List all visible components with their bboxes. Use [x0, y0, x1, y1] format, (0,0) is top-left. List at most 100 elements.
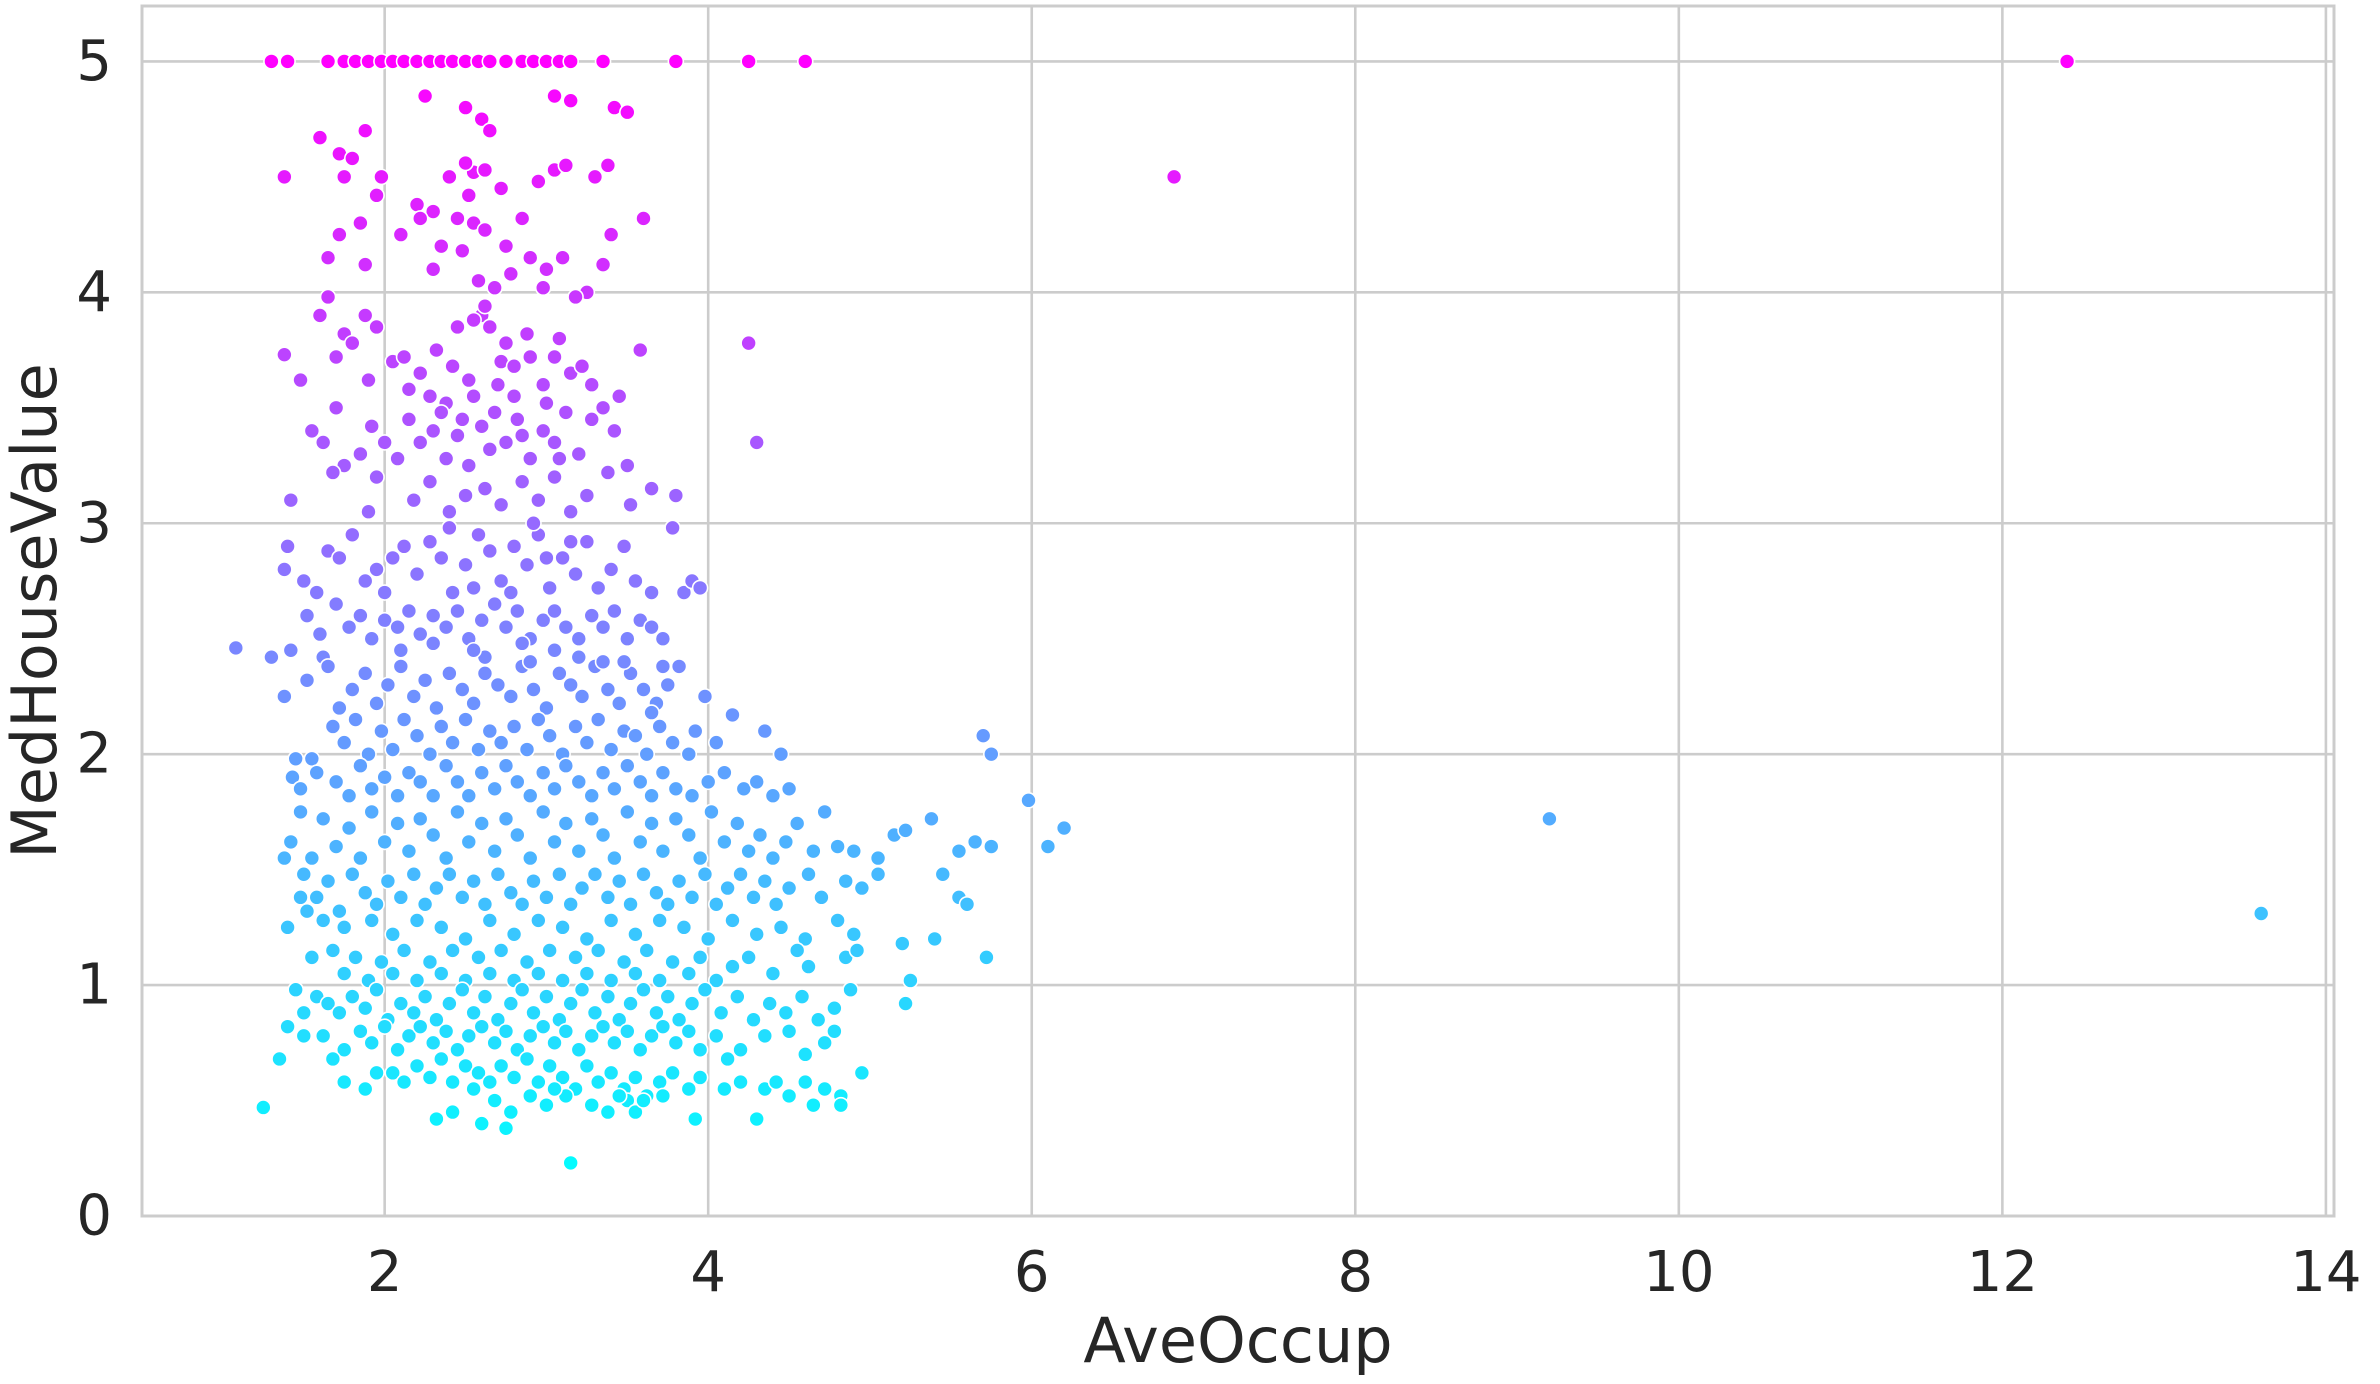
scatter-point — [505, 387, 523, 405]
scatter-point — [408, 727, 426, 744]
scatter-point — [457, 711, 474, 728]
scatter-point — [513, 427, 531, 444]
scatter-point — [796, 930, 814, 948]
scatter-point — [400, 602, 418, 620]
scatter-point — [764, 787, 782, 805]
scatter-point — [748, 773, 766, 791]
scatter-point — [643, 787, 660, 805]
scatter-point — [263, 53, 280, 70]
x-tick-label: 2 — [367, 1240, 403, 1305]
scatter-point — [780, 1087, 798, 1105]
scatter-point — [335, 1073, 353, 1091]
scatter-point — [813, 889, 830, 906]
scatter-point — [735, 780, 753, 798]
scatter-point — [449, 427, 466, 444]
scatter-point — [538, 1096, 555, 1114]
scatter-point — [502, 584, 520, 601]
scatter-point — [356, 665, 374, 682]
scatter-point — [492, 734, 510, 751]
scatter-point — [421, 953, 439, 971]
scatter-point — [570, 842, 588, 860]
scatter-point — [379, 676, 397, 694]
scatter-point — [481, 912, 499, 929]
scatter-point — [1055, 819, 1073, 837]
scatter-point — [619, 457, 636, 474]
scatter-point — [707, 1027, 725, 1045]
scatter-point — [319, 995, 337, 1012]
scatter-point — [319, 288, 337, 306]
scatter-point — [424, 203, 442, 220]
x-tick-label: 12 — [1967, 1240, 2038, 1305]
scatter-point — [602, 912, 620, 929]
scatter-point — [627, 727, 644, 744]
scatter-point — [324, 464, 342, 481]
scatter-point — [934, 865, 952, 883]
scatter-point — [594, 1018, 612, 1035]
scatter-point — [923, 810, 940, 828]
scatter-point — [606, 602, 623, 620]
scatter-point — [578, 487, 596, 504]
scatter-point — [389, 787, 406, 805]
scatter-point — [699, 930, 717, 948]
scatter-point — [340, 618, 358, 636]
scatter-point — [441, 519, 458, 537]
scatter-point — [610, 695, 628, 712]
scatter-point — [696, 865, 714, 883]
scatter-point — [780, 780, 798, 798]
scatter-point — [497, 237, 515, 255]
scatter-point — [546, 1080, 563, 1098]
scatter-point — [282, 833, 300, 851]
scatter-point — [557, 1022, 575, 1040]
scatter-point — [327, 838, 345, 855]
scatter-point — [643, 584, 660, 601]
scatter-point — [594, 256, 612, 273]
scatter-point — [829, 912, 846, 929]
scatter-point — [509, 602, 526, 620]
scatter-point — [502, 995, 520, 1012]
scatter-point — [389, 815, 406, 832]
scatter-point — [578, 930, 596, 948]
scatter-point — [648, 1004, 665, 1022]
scatter-point — [411, 364, 429, 382]
scatter-point — [295, 865, 313, 883]
scatter-point — [454, 681, 471, 698]
scatter-point — [476, 988, 494, 1005]
y-tick-label: 2 — [76, 722, 112, 787]
scatter-point — [441, 665, 458, 682]
scatter-point — [534, 1018, 552, 1035]
scatter-point — [816, 1080, 833, 1098]
scatter-point — [816, 1034, 833, 1052]
scatter-point — [796, 53, 814, 70]
scatter-point — [691, 1041, 709, 1059]
scatter-point — [331, 699, 348, 717]
scatter-point — [428, 879, 445, 897]
scatter-point — [534, 279, 552, 297]
scatter-point — [282, 641, 300, 659]
scatter-point — [683, 889, 701, 906]
scatter-point — [659, 988, 677, 1005]
scatter-point — [295, 572, 313, 590]
scatter-point — [314, 434, 332, 451]
scatter-point — [521, 1027, 539, 1045]
scatter-point — [538, 394, 555, 412]
scatter-point — [654, 1018, 672, 1035]
scatter-point — [368, 695, 385, 712]
scatter-point — [311, 307, 329, 324]
scatter-point — [610, 872, 628, 890]
scatter-point — [648, 884, 665, 902]
scatter-point — [347, 711, 364, 728]
scatter-point — [1165, 168, 1183, 186]
scatter-point — [352, 214, 369, 232]
scatter-point — [416, 988, 434, 1005]
scatter-point — [492, 572, 510, 590]
scatter-point — [476, 480, 494, 497]
scatter-point — [465, 1004, 482, 1022]
scatter-point — [295, 1027, 313, 1045]
scatter-point — [352, 849, 369, 867]
scatter-point — [606, 1034, 623, 1052]
scatter-point — [635, 210, 652, 227]
scatter-point — [492, 1057, 510, 1075]
scatter-point — [497, 334, 515, 352]
scatter-point — [777, 1004, 795, 1022]
scatter-point — [392, 889, 410, 906]
